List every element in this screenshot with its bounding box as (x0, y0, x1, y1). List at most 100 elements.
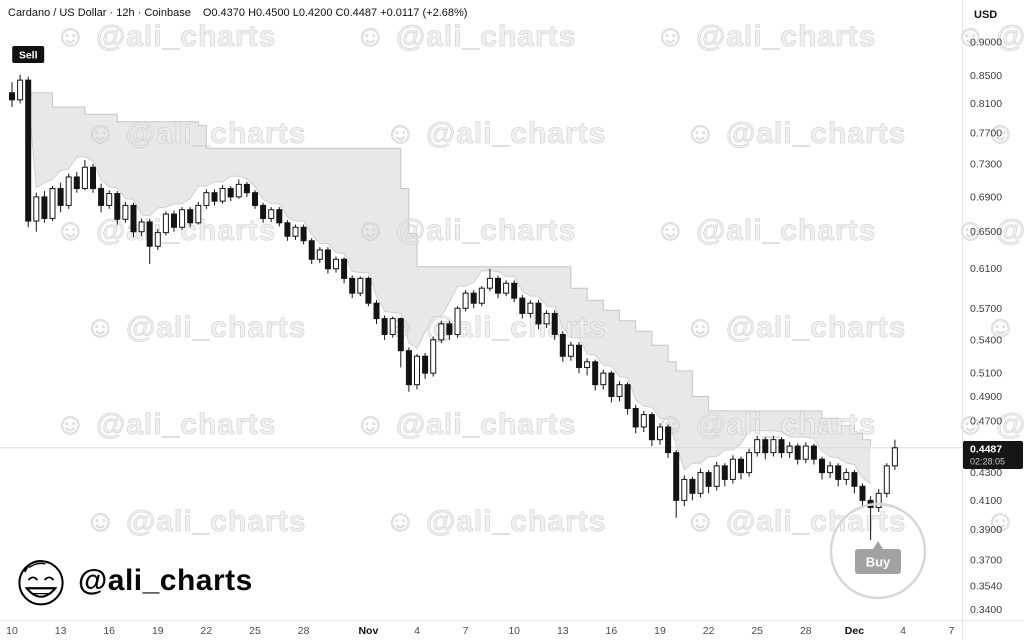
time-tick-label: 25 (249, 625, 261, 637)
price-tick-label: 0.9000 (970, 37, 1002, 49)
candle-body (253, 193, 258, 206)
candle-body (147, 222, 152, 246)
candle-body (139, 222, 144, 232)
candle-body (431, 340, 436, 373)
candle-body (366, 278, 371, 303)
candle-body (698, 473, 703, 494)
candle-body (763, 440, 768, 453)
candle-body (512, 283, 517, 298)
candle-body (787, 446, 792, 453)
candle-body (58, 189, 63, 206)
candle-body (625, 385, 630, 409)
candle-body (91, 167, 96, 188)
candle-body (236, 184, 241, 197)
candle-body (285, 223, 290, 236)
candle-body (520, 298, 525, 313)
time-tick-label: 28 (800, 625, 812, 637)
candle-body (172, 214, 177, 227)
candle-body (309, 241, 314, 260)
candle-body (82, 167, 87, 188)
candle-body (358, 278, 363, 293)
candle-body (771, 440, 776, 453)
candle-body (18, 80, 23, 100)
price-tick-label: 0.7700 (970, 127, 1002, 139)
sell-signal: Sell (12, 46, 44, 63)
ohlc-values: O0.4370 H0.4500 L0.4200 C0.4487 +0.0117 … (203, 7, 468, 19)
candle-body (342, 259, 347, 278)
candle-body (463, 293, 468, 308)
candle-body (811, 446, 816, 459)
price-tick-label: 0.5400 (970, 334, 1002, 346)
candle-body (66, 177, 71, 205)
candle-body (552, 313, 557, 334)
watermark-text: ☺ @ali_charts (85, 311, 306, 344)
price-tick-label: 0.4700 (970, 415, 1002, 427)
candle-body (487, 278, 492, 288)
time-tick-label: 13 (55, 625, 67, 637)
candle-body (382, 319, 387, 335)
candle-body (406, 351, 411, 385)
candle-body (423, 356, 428, 373)
candle-body (609, 373, 614, 396)
candle-body (99, 189, 104, 206)
buy-signal-label: Buy (866, 555, 891, 570)
bar-countdown: 02:28:05 (970, 457, 1005, 467)
candle-body (277, 210, 282, 223)
price-tick-label: 0.3700 (970, 555, 1002, 567)
watermark-text: ☺ @ali_charts (685, 117, 906, 150)
candle-body (107, 194, 112, 206)
watermark-text: ☺ @ali_charts (55, 20, 276, 53)
time-tick-label: 16 (606, 625, 618, 637)
candle-body (779, 440, 784, 453)
candle-body (747, 453, 752, 473)
candle-body (439, 324, 444, 340)
candle-body (212, 193, 217, 201)
candle-body (479, 288, 484, 303)
candle-body (585, 362, 590, 368)
candle-body (844, 473, 849, 480)
time-tick-label: 25 (751, 625, 763, 637)
candle-body (658, 427, 663, 440)
price-chart-canvas[interactable]: ☺ @ali_charts ☺ @ali_charts ☺ @ali_charts ☺… (0, 0, 1024, 640)
watermark-text: ☺ @ali_charts (655, 408, 876, 441)
price-tick-label: 0.3540 (970, 580, 1002, 592)
candle-body (10, 93, 15, 100)
candle-body (301, 227, 306, 241)
chart-window: ☺ @ali_charts ☺ @ali_charts ☺ @ali_charts ☺… (0, 0, 1024, 640)
candle-body (722, 466, 727, 480)
candle-body (560, 334, 565, 356)
time-tick-label: 4 (414, 625, 420, 637)
candle-body (261, 205, 266, 218)
candle-body (115, 194, 120, 220)
candle-body (730, 459, 735, 479)
price-tick-label: 0.6100 (970, 263, 1002, 275)
candle-body (536, 303, 541, 324)
ali-charts-face-icon (14, 554, 68, 608)
candle-body (471, 293, 476, 303)
candle-body (415, 356, 420, 384)
candle-body (269, 210, 274, 219)
candle-body (528, 303, 533, 313)
watermark-text: ☺ @ali_charts (355, 408, 576, 441)
price-scale-currency[interactable]: USD (974, 9, 997, 21)
time-tick-label: 10 (508, 625, 520, 637)
candle-body (325, 250, 330, 269)
time-tick-label: Nov (358, 625, 378, 637)
last-price-value: 0.4487 (970, 444, 1002, 456)
candle-body (682, 479, 687, 500)
candle-body (836, 466, 841, 480)
candle-body (892, 448, 897, 466)
candle-body (390, 319, 395, 335)
symbol-title: Cardano / US Dollar · 12h · Coinbase (8, 7, 191, 19)
candle-body (568, 345, 573, 356)
candle-body (690, 479, 695, 493)
candle-body (496, 278, 501, 293)
time-tick-label: 13 (557, 625, 569, 637)
watermark-text: ☺ @ali_charts (655, 214, 876, 247)
time-tick-label: 22 (201, 625, 213, 637)
candle-body (317, 250, 322, 259)
candle-body (633, 408, 638, 427)
candle-body (74, 177, 79, 189)
time-tick-label: 16 (103, 625, 115, 637)
candle-body (163, 214, 168, 233)
